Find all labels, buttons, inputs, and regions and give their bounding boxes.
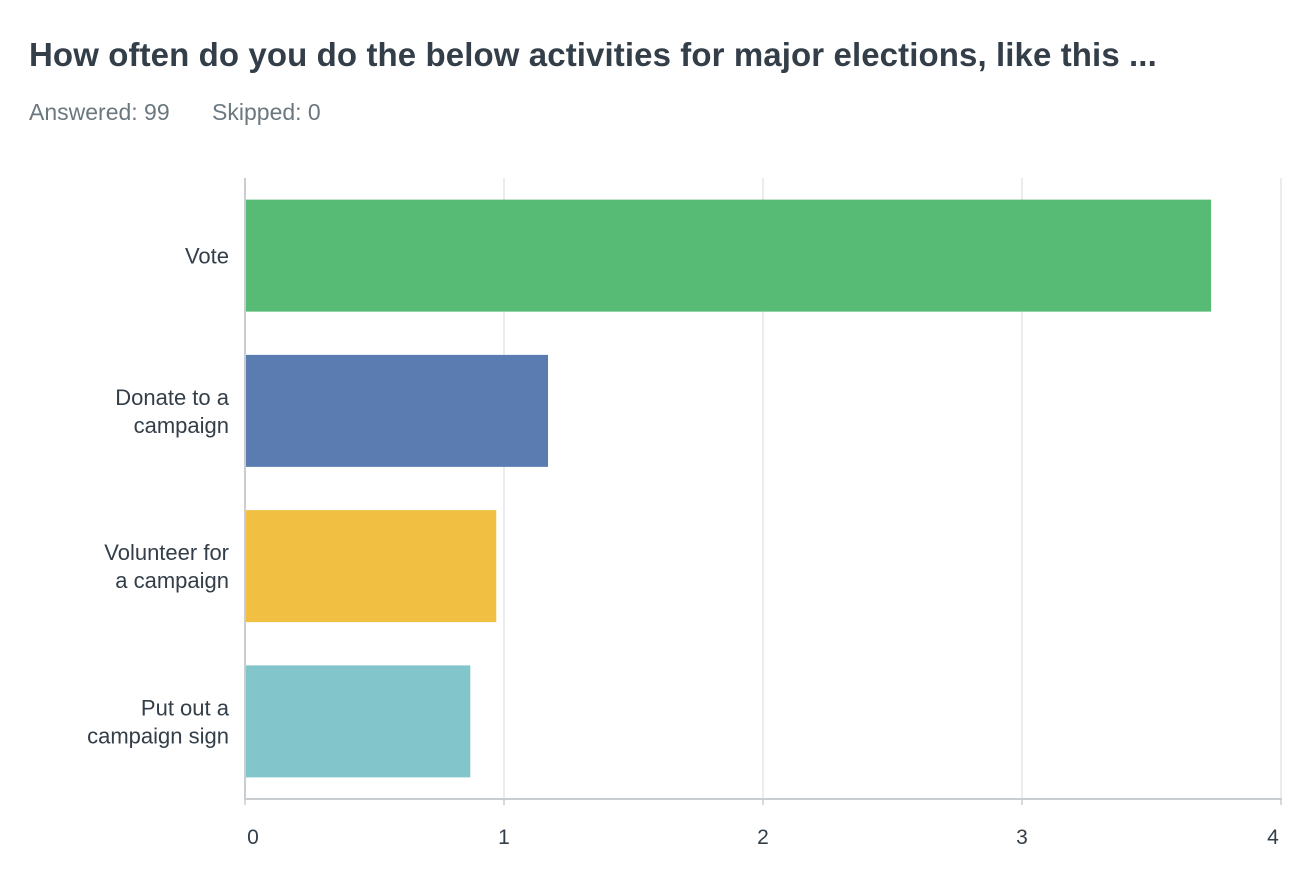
x-tick-label: 3 xyxy=(1016,826,1028,849)
bar xyxy=(246,354,549,467)
skipped-count: Skipped: 0 xyxy=(212,99,321,125)
category-label: Vote xyxy=(185,244,229,269)
bar xyxy=(246,199,1212,312)
x-tick-label: 0 xyxy=(247,826,259,849)
category-label: Donate to a campaign xyxy=(115,385,230,438)
x-tick-label: 4 xyxy=(1267,826,1279,849)
x-tick-label: 2 xyxy=(757,826,769,849)
bar xyxy=(246,665,471,778)
bar xyxy=(246,510,497,623)
question-title: How often do you do the below activities… xyxy=(29,36,1157,73)
category-label: Volunteer for a campaign xyxy=(104,540,229,593)
x-tick-label: 1 xyxy=(498,826,510,849)
category-label: Put out a campaign sign xyxy=(87,695,230,748)
response-stats: Answered: 99 Skipped: 0 xyxy=(29,99,357,126)
answered-count: Answered: 99 xyxy=(29,99,170,125)
